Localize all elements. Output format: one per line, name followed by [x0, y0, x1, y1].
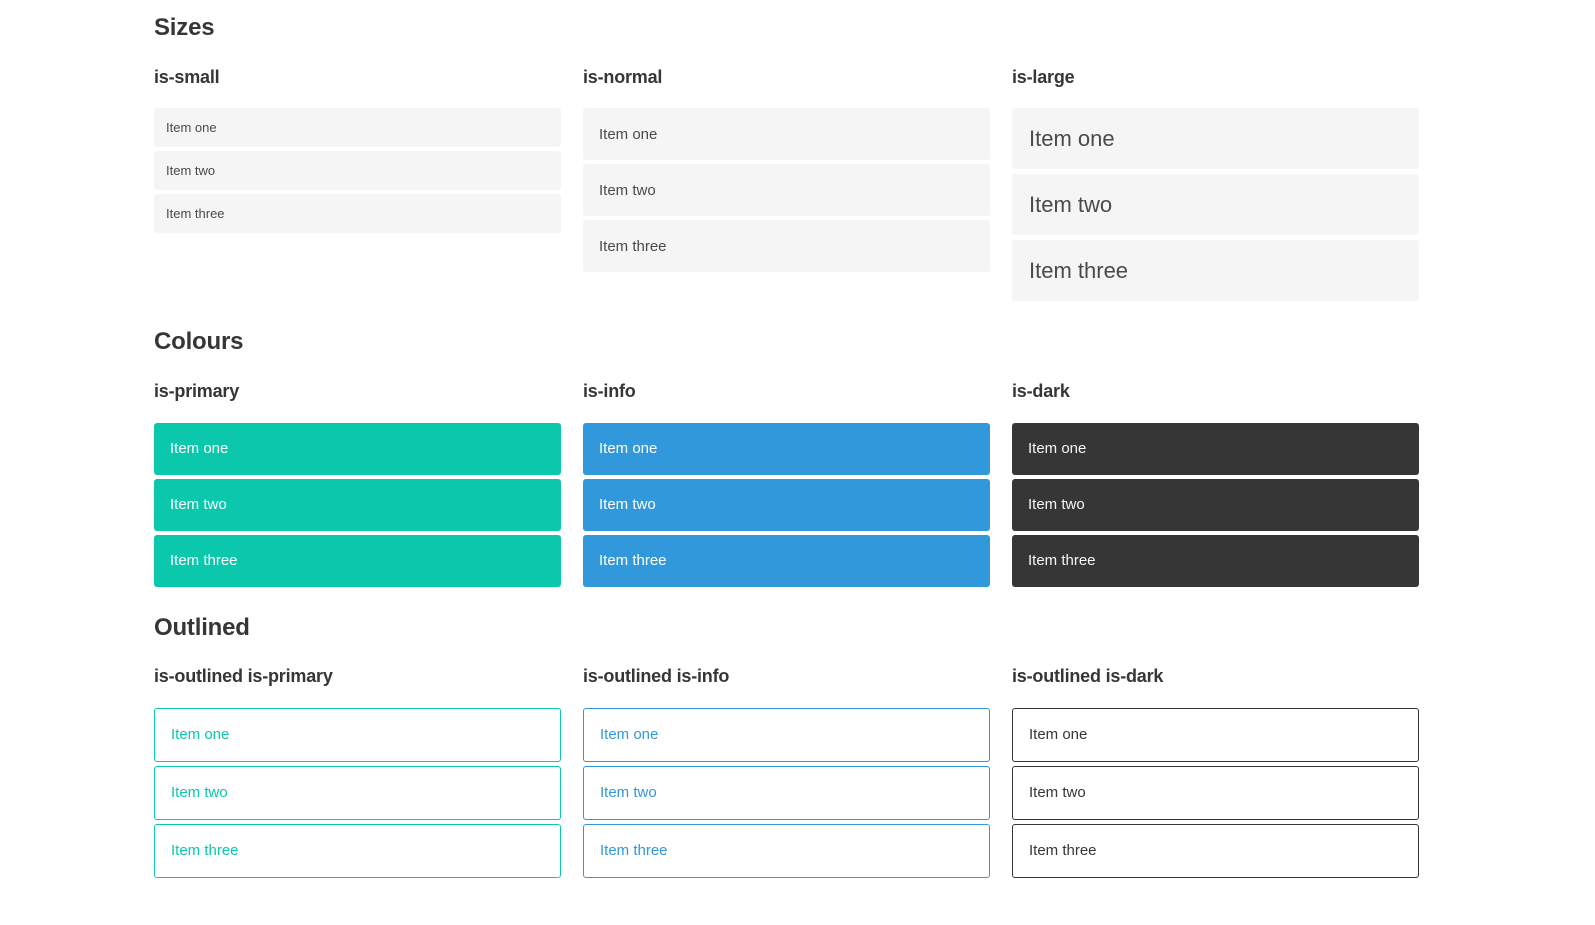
section-sizes: Sizes is-small Item one Item two Item th… — [154, 14, 1419, 302]
colours-grid: is-primary Item one Item two Item three … — [154, 381, 1419, 587]
list-item: Item three — [154, 823, 561, 878]
list-is-outlined-is-info: Item one Item two Item three — [583, 707, 990, 878]
group-label-is-outlined-is-primary: is-outlined is-primary — [154, 666, 333, 687]
list-item: Item one — [1012, 422, 1419, 475]
section-colours: Colours is-primary Item one Item two Ite… — [154, 328, 1419, 587]
list-item: Item three — [583, 534, 990, 587]
list-item: Item two — [1012, 765, 1419, 820]
group-label-is-dark: is-dark — [1012, 380, 1070, 401]
list-item: Item one — [1012, 707, 1419, 762]
group-is-primary: is-primary Item one Item two Item three — [154, 381, 561, 587]
list-item: Item two — [1012, 478, 1419, 531]
group-label-is-large: is-large — [1012, 66, 1075, 87]
list-is-primary: Item one Item two Item three — [154, 422, 561, 587]
list-is-normal: Item one Item two Item three — [583, 108, 990, 273]
group-is-outlined-is-dark: is-outlined is-dark Item one Item two It… — [1012, 666, 1419, 878]
list-item: Item two — [583, 765, 990, 820]
group-label-is-info: is-info — [583, 380, 636, 401]
section-title-outlined: Outlined — [154, 613, 250, 641]
list-item: Item two — [154, 478, 561, 531]
group-label-is-outlined-is-info: is-outlined is-info — [583, 666, 730, 687]
list-item: Item two — [583, 164, 990, 217]
list-item: Item one — [154, 108, 561, 148]
list-item: Item three — [583, 220, 990, 273]
group-is-large: is-large Item one Item two Item three — [1012, 67, 1419, 302]
list-item: Item two — [1012, 174, 1419, 236]
group-label-is-normal: is-normal — [583, 66, 663, 87]
group-is-normal: is-normal Item one Item two Item three — [583, 67, 990, 273]
section-title-colours: Colours — [154, 328, 244, 356]
group-label-is-primary: is-primary — [154, 380, 240, 401]
group-label-is-outlined-is-dark: is-outlined is-dark — [1012, 666, 1164, 687]
list-item: Item one — [583, 422, 990, 475]
group-is-outlined-is-info: is-outlined is-info Item one Item two It… — [583, 666, 990, 878]
list-is-large: Item one Item two Item three — [1012, 108, 1419, 302]
list-is-outlined-is-primary: Item one Item two Item three — [154, 707, 561, 878]
group-is-outlined-is-primary: is-outlined is-primary Item one Item two… — [154, 666, 561, 878]
list-item: Item one — [583, 707, 990, 762]
list-item: Item three — [1012, 240, 1419, 302]
list-item: Item two — [154, 151, 561, 191]
list-item: Item one — [154, 422, 561, 475]
group-is-info: is-info Item one Item two Item three — [583, 381, 990, 587]
list-item: Item two — [583, 478, 990, 531]
list-item: Item two — [154, 765, 561, 820]
outlined-grid: is-outlined is-primary Item one Item two… — [154, 666, 1419, 878]
list-item: Item one — [1012, 108, 1419, 170]
list-item: Item three — [1012, 534, 1419, 587]
section-outlined: Outlined is-outlined is-primary Item one… — [154, 614, 1419, 878]
group-is-small: is-small Item one Item two Item three — [154, 67, 561, 234]
list-is-dark: Item one Item two Item three — [1012, 422, 1419, 587]
list-is-small: Item one Item two Item three — [154, 108, 561, 234]
list-item: Item three — [1012, 823, 1419, 878]
group-is-dark: is-dark Item one Item two Item three — [1012, 381, 1419, 587]
section-title-sizes: Sizes — [154, 14, 215, 41]
group-label-is-small: is-small — [154, 66, 220, 87]
list-item: Item three — [154, 534, 561, 587]
list-item: Item one — [154, 707, 561, 762]
list-item: Item three — [154, 194, 561, 234]
list-is-outlined-is-dark: Item one Item two Item three — [1012, 707, 1419, 878]
list-item: Item three — [583, 823, 990, 878]
list-item: Item one — [583, 108, 990, 161]
sizes-grid: is-small Item one Item two Item three is… — [154, 67, 1419, 302]
list-is-info: Item one Item two Item three — [583, 422, 990, 587]
